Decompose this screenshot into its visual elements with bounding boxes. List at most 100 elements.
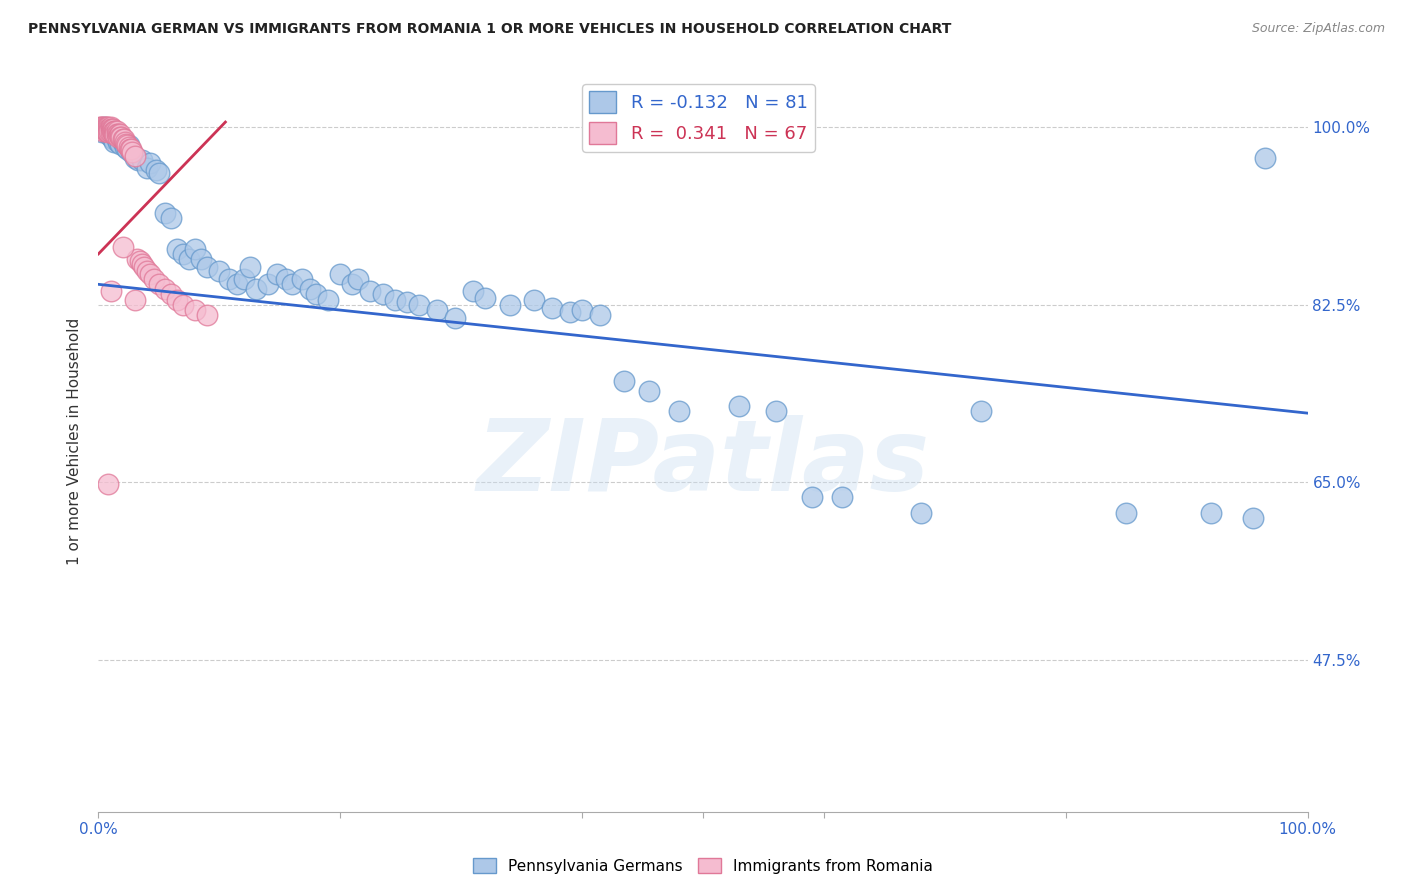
Point (558, 304, 581, 318)
Point (1115, 506, 1137, 520)
Point (91, 120, 114, 135)
Point (105, 127, 128, 141)
Point (127, 252, 149, 266)
Point (498, 298, 520, 312)
Point (94, 122, 117, 136)
Point (114, 136, 136, 150)
Point (110, 132, 132, 146)
Point (134, 260, 156, 274)
Point (342, 277, 364, 292)
Point (96, 124, 118, 138)
Point (195, 260, 218, 274)
Point (104, 127, 127, 141)
Point (91, 122, 114, 136)
Point (103, 127, 125, 141)
Point (108, 137, 131, 152)
Point (184, 302, 207, 317)
Point (124, 151, 146, 165)
Point (100, 124, 122, 138)
Point (111, 132, 134, 146)
Point (118, 140, 141, 154)
Point (195, 308, 218, 322)
Point (118, 138, 141, 153)
Point (139, 155, 162, 169)
Point (89, 120, 111, 135)
Point (93, 120, 115, 135)
Point (100, 130, 122, 145)
Point (101, 122, 124, 136)
Point (97, 477, 120, 491)
Point (166, 293, 188, 307)
Point (108, 127, 131, 141)
Point (329, 267, 352, 281)
Point (124, 148, 146, 162)
Point (93, 120, 115, 135)
Point (131, 153, 153, 167)
Point (98, 122, 121, 136)
Point (94, 120, 117, 135)
Point (100, 122, 122, 136)
Point (179, 252, 201, 266)
Point (93, 122, 115, 136)
Point (105, 132, 128, 146)
Point (112, 132, 135, 146)
Point (800, 491, 823, 505)
Point (110, 130, 132, 145)
Point (668, 404, 690, 418)
Point (474, 291, 496, 305)
Point (124, 293, 146, 307)
Point (239, 260, 262, 274)
Point (728, 399, 751, 413)
Text: Source: ZipAtlas.com: Source: ZipAtlas.com (1251, 22, 1385, 36)
Point (100, 120, 122, 135)
Point (172, 247, 194, 261)
Point (91, 125, 114, 139)
Text: ZIPatlas: ZIPatlas (477, 416, 929, 512)
Point (118, 143, 141, 157)
Point (103, 124, 125, 138)
Point (115, 137, 138, 152)
Point (107, 127, 129, 141)
Point (98, 124, 121, 138)
Point (226, 277, 249, 292)
Point (613, 374, 636, 388)
Point (131, 257, 153, 271)
Point (316, 293, 339, 307)
Point (100, 128, 122, 143)
Point (103, 136, 125, 150)
Point (256, 277, 278, 292)
Point (117, 138, 139, 153)
Point (910, 506, 932, 520)
Point (395, 294, 418, 309)
Point (94, 122, 117, 136)
Point (135, 264, 157, 278)
Point (444, 310, 467, 325)
Point (245, 282, 267, 296)
Point (91, 124, 114, 138)
Point (114, 140, 136, 154)
Point (184, 242, 207, 256)
Point (153, 206, 176, 220)
Legend: Pennsylvania Germans, Immigrants from Romania: Pennsylvania Germans, Immigrants from Ro… (467, 852, 939, 880)
Point (120, 143, 142, 157)
Point (540, 301, 562, 315)
Point (172, 298, 194, 312)
Point (589, 308, 612, 322)
Point (190, 252, 212, 266)
Point (347, 272, 370, 286)
Point (153, 282, 176, 296)
Point (100, 125, 122, 139)
Point (637, 384, 659, 398)
Point (1254, 151, 1277, 165)
Y-axis label: 1 or more Vehicles in Household: 1 or more Vehicles in Household (67, 318, 83, 566)
Point (104, 124, 127, 138)
Point (108, 130, 131, 145)
Point (128, 254, 150, 268)
Point (299, 282, 322, 296)
Point (107, 130, 129, 145)
Point (290, 272, 312, 286)
Point (121, 145, 143, 160)
Point (266, 267, 288, 281)
Point (145, 162, 167, 177)
Point (101, 125, 124, 139)
